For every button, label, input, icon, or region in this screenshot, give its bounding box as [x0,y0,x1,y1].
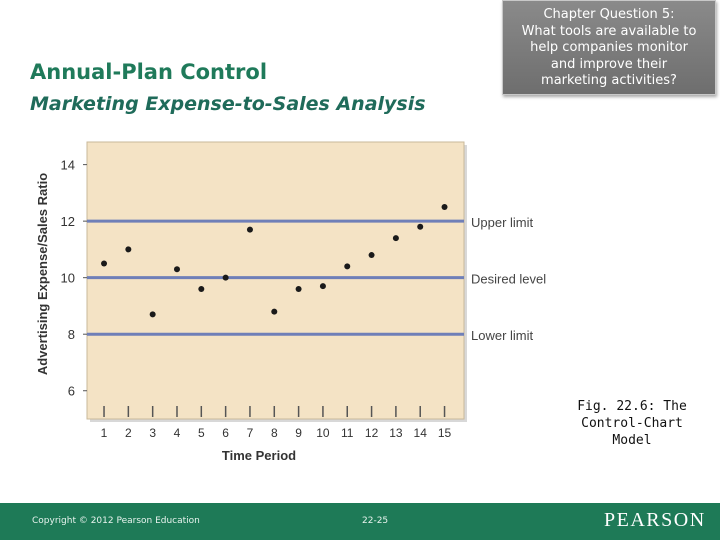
y-tick-label: 14 [61,158,75,173]
figure-caption: Fig. 22.6: The Control-Chart Model [560,398,704,449]
data-point [344,263,351,270]
data-point [392,235,399,242]
data-point [198,285,205,292]
x-axis-title: Time Period [222,448,296,463]
x-tick-label: 15 [438,426,452,440]
data-point [417,223,424,230]
x-tick-label: 12 [365,426,379,440]
data-point [149,311,156,318]
data-point [101,260,108,267]
x-tick-label: 4 [174,426,181,440]
y-axis-title: Advertising Expense/Sales Ratio [35,173,50,375]
question-line: help companies monitor [530,40,688,55]
y-tick-label: 12 [61,214,75,229]
x-tick-label: 6 [222,426,229,440]
chapter-question-box: Chapter Question 5: What tools are avail… [502,0,716,95]
control-line-label: Desired level [471,272,546,287]
question-line: Chapter Question 5: [543,7,675,22]
question-line: marketing activities? [541,73,677,88]
plot-area [86,141,465,420]
page-number: 22-25 [362,516,389,526]
copyright-text: Copyright © 2012 Pearson Education [32,516,200,526]
x-tick-label: 3 [149,426,156,440]
x-tick-label: 13 [389,426,403,440]
data-point [173,266,180,273]
x-tick-label: 9 [295,426,302,440]
x-tick-label: 11 [341,426,354,440]
slide-title: Annual-Plan Control [30,60,268,84]
x-tick-label: 14 [414,426,428,440]
data-point [295,285,302,292]
data-point [368,252,375,259]
caption-line: Model [612,433,652,448]
footer-bar: Copyright © 2012 Pearson Education 22-25… [0,503,720,540]
data-point [125,246,132,253]
y-tick-label: 10 [61,271,75,286]
caption-line: Control-Chart [581,416,683,431]
data-point [222,274,229,281]
question-line: What tools are available to [521,23,697,39]
question-line: and improve their [550,56,668,72]
x-tick-label: 8 [271,426,278,440]
x-tick-label: 5 [198,426,205,440]
data-point [441,204,448,211]
data-point [319,283,326,290]
data-point [246,226,253,233]
x-tick-label: 2 [125,426,132,440]
x-tick-label: 7 [247,426,254,440]
y-tick-label: 8 [68,327,75,342]
control-line-label: Lower limit [471,328,534,343]
y-tick-label: 6 [68,384,75,399]
data-point [271,308,278,315]
slide-subtitle: Marketing Expense-to-Sales Analysis [30,93,426,115]
x-tick-label: 10 [316,426,330,440]
x-tick-label: 1 [101,426,108,440]
control-line-label: Upper limit [471,215,534,230]
caption-line: Fig. 22.6: The [577,399,687,414]
pearson-logo: PEARSON [604,509,706,531]
